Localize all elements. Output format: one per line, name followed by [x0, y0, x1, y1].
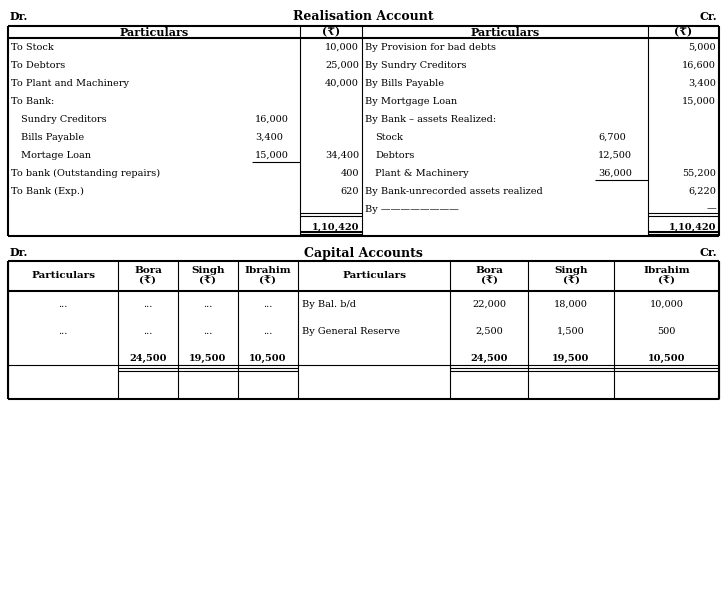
Text: Particulars: Particulars	[342, 271, 406, 280]
Text: 12,500: 12,500	[598, 150, 632, 159]
Text: 1,10,420: 1,10,420	[311, 222, 359, 231]
Text: ...: ...	[143, 327, 153, 336]
Text: ...: ...	[263, 300, 273, 309]
Text: —: —	[706, 205, 716, 214]
Text: 10,000: 10,000	[325, 42, 359, 51]
Text: 5,000: 5,000	[688, 42, 716, 51]
Text: Cr.: Cr.	[699, 11, 717, 22]
Text: 2,500: 2,500	[475, 327, 503, 336]
Text: 10,500: 10,500	[648, 354, 686, 363]
Text: By Bank – assets Realized:: By Bank – assets Realized:	[365, 114, 496, 123]
Text: Realisation Account: Realisation Account	[293, 11, 433, 24]
Text: Ibrahim
(₹): Ibrahim (₹)	[245, 266, 292, 286]
Text: To Debtors: To Debtors	[11, 61, 65, 70]
Text: 19,500: 19,500	[189, 354, 227, 363]
Text: To Plant and Machinery: To Plant and Machinery	[11, 78, 129, 87]
Text: Particulars: Particulars	[119, 27, 188, 38]
Text: 25,000: 25,000	[325, 61, 359, 70]
Text: 16,000: 16,000	[255, 114, 289, 123]
Text: By Provision for bad debts: By Provision for bad debts	[365, 42, 496, 51]
Text: 1,10,420: 1,10,420	[669, 222, 716, 231]
Text: 19,500: 19,500	[553, 354, 590, 363]
Text: 16,600: 16,600	[682, 61, 716, 70]
Text: 6,220: 6,220	[688, 186, 716, 195]
Text: 3,400: 3,400	[255, 133, 283, 142]
Text: 15,000: 15,000	[682, 97, 716, 106]
Text: 18,000: 18,000	[554, 300, 588, 309]
Text: By Sundry Creditors: By Sundry Creditors	[365, 61, 467, 70]
Text: Singh
(₹): Singh (₹)	[554, 266, 587, 286]
Text: ...: ...	[204, 300, 213, 309]
Text: Dr.: Dr.	[10, 11, 28, 22]
Text: Particulars: Particulars	[31, 271, 95, 280]
Text: By Bal. b/d: By Bal. b/d	[302, 300, 356, 309]
Text: 620: 620	[340, 186, 359, 195]
Text: Ibrahim
(₹): Ibrahim (₹)	[643, 266, 690, 286]
Text: To Stock: To Stock	[11, 42, 54, 51]
Text: By Mortgage Loan: By Mortgage Loan	[365, 97, 457, 106]
Text: Bills Payable: Bills Payable	[21, 133, 84, 142]
Text: Capital Accounts: Capital Accounts	[304, 247, 422, 260]
Text: 40,000: 40,000	[325, 78, 359, 87]
Text: Plant & Machinery: Plant & Machinery	[375, 169, 469, 178]
Text: 10,500: 10,500	[249, 354, 286, 363]
Text: Debtors: Debtors	[375, 150, 414, 159]
Text: Bora
(₹): Bora (₹)	[475, 266, 503, 286]
Text: 34,400: 34,400	[325, 150, 359, 159]
Text: (₹): (₹)	[322, 27, 340, 38]
Text: Bora
(₹): Bora (₹)	[134, 266, 162, 286]
Text: To Bank:: To Bank:	[11, 97, 55, 106]
Text: 15,000: 15,000	[255, 150, 289, 159]
Text: Dr.: Dr.	[10, 247, 28, 258]
Text: 400: 400	[340, 169, 359, 178]
Text: 24,500: 24,500	[470, 354, 507, 363]
Text: 500: 500	[657, 327, 675, 336]
Text: By Bills Payable: By Bills Payable	[365, 78, 444, 87]
Text: Sundry Creditors: Sundry Creditors	[21, 114, 107, 123]
Text: Stock: Stock	[375, 133, 403, 142]
Text: 6,700: 6,700	[598, 133, 626, 142]
Text: By ————————: By ————————	[365, 205, 459, 214]
Text: 10,000: 10,000	[649, 300, 683, 309]
Text: 1,500: 1,500	[557, 327, 585, 336]
Text: 55,200: 55,200	[682, 169, 716, 178]
Text: Singh
(₹): Singh (₹)	[191, 266, 225, 286]
Text: 24,500: 24,500	[129, 354, 166, 363]
Text: Cr.: Cr.	[699, 247, 717, 258]
Text: By General Reserve: By General Reserve	[302, 327, 400, 336]
Text: By Bank-unrecorded assets realized: By Bank-unrecorded assets realized	[365, 186, 543, 195]
Text: To bank (Outstanding repairs): To bank (Outstanding repairs)	[11, 168, 160, 178]
Text: ...: ...	[263, 327, 273, 336]
Text: To Bank (Exp.): To Bank (Exp.)	[11, 186, 84, 195]
Text: Particulars: Particulars	[470, 27, 539, 38]
Text: (₹): (₹)	[675, 27, 693, 38]
Text: 3,400: 3,400	[688, 78, 716, 87]
Text: Mortage Loan: Mortage Loan	[21, 150, 91, 159]
Text: ...: ...	[204, 327, 213, 336]
Text: ...: ...	[58, 300, 68, 309]
Text: 22,000: 22,000	[472, 300, 506, 309]
Text: ...: ...	[143, 300, 153, 309]
Text: 36,000: 36,000	[598, 169, 632, 178]
Text: ...: ...	[58, 327, 68, 336]
